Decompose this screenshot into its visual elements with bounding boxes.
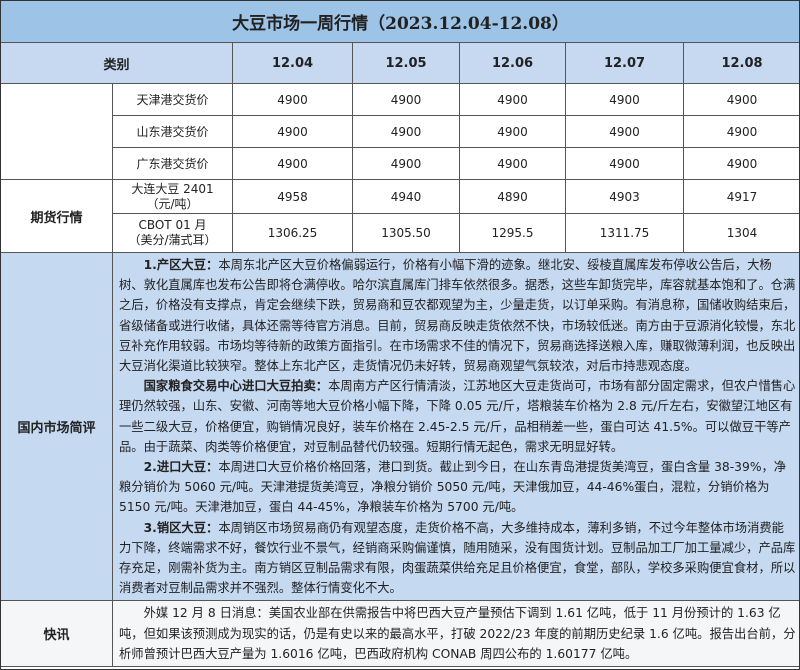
price-cell: 4900 xyxy=(565,83,684,116)
row-label: CBOT 01 月（美分/蒲式耳） xyxy=(112,213,233,253)
paragraph-text: 本周销区市场贸易商仍有观望态度，走货价格不高，大多维持成本，薄利多销，不过今年整… xyxy=(119,520,796,596)
row-name: CBOT 01 月 xyxy=(138,218,207,232)
paragraph-text: 本周南方产区行情清淡，江苏地区大豆走货尚可，市场有部分固定需求，但农户惜售心理仍… xyxy=(119,379,796,454)
price-cell: 4900 xyxy=(682,147,799,180)
price-cell: 4900 xyxy=(459,115,566,148)
price-cell: 4900 xyxy=(565,147,684,180)
price-cell: 4890 xyxy=(459,179,566,214)
table-row: CBOT 01 月（美分/蒲式耳） 1306.25 1305.50 1295.5… xyxy=(1,213,799,253)
price-cell: 4958 xyxy=(232,179,353,214)
table-row: 期货行情 大连大豆 2401 （元/吨） 4958 4940 4890 4903 … xyxy=(1,179,799,253)
paragraph-text: 本周东北产区大豆价格偏弱运行，价格有小幅下滑的迹象。继北安、绥棱直属库发布停收公… xyxy=(119,258,796,374)
paragraph: 3.销区大豆：本周销区市场贸易商仍有观望态度，走货价格不高，大多维持成本，薄利多… xyxy=(119,518,796,599)
news-label: 快讯 xyxy=(1,600,113,668)
price-cell: 4900 xyxy=(232,147,353,180)
price-cell: 4900 xyxy=(459,147,566,180)
price-cell: 4900 xyxy=(232,83,353,116)
row-name: 大连大豆 2401 xyxy=(131,181,214,196)
row-label: 天津港交货价 xyxy=(112,83,233,116)
table-row: 天津港交货价 4900 4900 4900 4900 4900 xyxy=(1,83,799,180)
commentary-text: 1.产区大豆：本周东北产区大豆价格偏弱运行，价格有小幅下滑的迹象。继北安、绥棱直… xyxy=(111,251,799,602)
price-cell: 4900 xyxy=(352,115,460,148)
paragraph-heading: 3.销区大豆： xyxy=(143,520,219,535)
news-paragraph: 外媒 12 月 8 日消息：美国农业部在供需报告中将巴西大豆产量预估下调到 1.… xyxy=(119,606,796,661)
row-unit: （美分/蒲式耳） xyxy=(128,233,217,247)
price-cell: 4917 xyxy=(682,179,799,214)
commentary-label: 国内市场简评 xyxy=(1,251,113,602)
price-cell: 1304 xyxy=(682,213,799,253)
paragraph: 1.产区大豆：本周东北产区大豆价格偏弱运行，价格有小幅下滑的迹象。继北安、绥棱直… xyxy=(119,255,796,376)
date-header: 12.08 xyxy=(682,42,799,84)
table-row: 广东港交货价 4900 4900 4900 4900 4900 xyxy=(1,147,799,180)
row-label: 大连大豆 2401 （元/吨） xyxy=(112,179,233,214)
table-row: 山东港交货价 4900 4900 4900 4900 4900 xyxy=(1,115,799,148)
price-cell: 1295.5 xyxy=(459,213,566,253)
price-cell: 4900 xyxy=(459,83,566,116)
price-cell: 1306.25 xyxy=(232,213,353,253)
price-cell: 1311.75 xyxy=(565,213,684,253)
price-cell: 4900 xyxy=(682,83,799,116)
spot-group-cell xyxy=(1,83,113,180)
date-header: 12.06 xyxy=(459,42,566,84)
paragraph-heading: 1.产区大豆： xyxy=(143,258,219,272)
date-header: 12.07 xyxy=(565,42,684,84)
row-unit: （元/吨） xyxy=(146,196,199,211)
paragraph-heading: 2.进口大豆： xyxy=(143,460,219,475)
price-cell: 4903 xyxy=(565,179,684,214)
category-header: 类别 xyxy=(1,42,233,84)
paragraph: 国家粮食交易中心进口大豆拍卖：本周南方产区行情清淡，江苏地区大豆走货尚可，市场有… xyxy=(119,376,796,457)
price-cell: 4900 xyxy=(682,115,799,148)
price-cell: 4900 xyxy=(232,115,353,148)
paragraph: 2.进口大豆：本周进口大豆价格价格回落，港口到货。截止到今日，在山东青岛港提货美… xyxy=(119,457,796,518)
price-cell: 4900 xyxy=(565,115,684,148)
date-header: 12.04 xyxy=(232,42,353,84)
futures-label: 期货行情 xyxy=(1,179,113,253)
date-header: 12.05 xyxy=(352,42,460,84)
paragraph-heading: 国家粮食交易中心进口大豆拍卖： xyxy=(143,379,329,394)
row-label: 山东港交货价 xyxy=(112,115,233,148)
report-title: 大豆市场一周行情（2023.12.04-12.08） xyxy=(1,1,799,43)
paragraph-text: 本周进口大豆价格价格回落，港口到货。截止到今日，在山东青岛港提货美湾豆，蛋白含量… xyxy=(119,460,787,515)
price-cell: 4900 xyxy=(352,83,460,116)
price-cell: 4940 xyxy=(352,179,460,214)
price-cell: 1305.50 xyxy=(352,213,460,253)
row-label: 广东港交货价 xyxy=(112,147,233,180)
price-cell: 4900 xyxy=(352,147,460,180)
news-text: 外媒 12 月 8 日消息：美国农业部在供需报告中将巴西大豆产量预估下调到 1.… xyxy=(111,600,799,668)
